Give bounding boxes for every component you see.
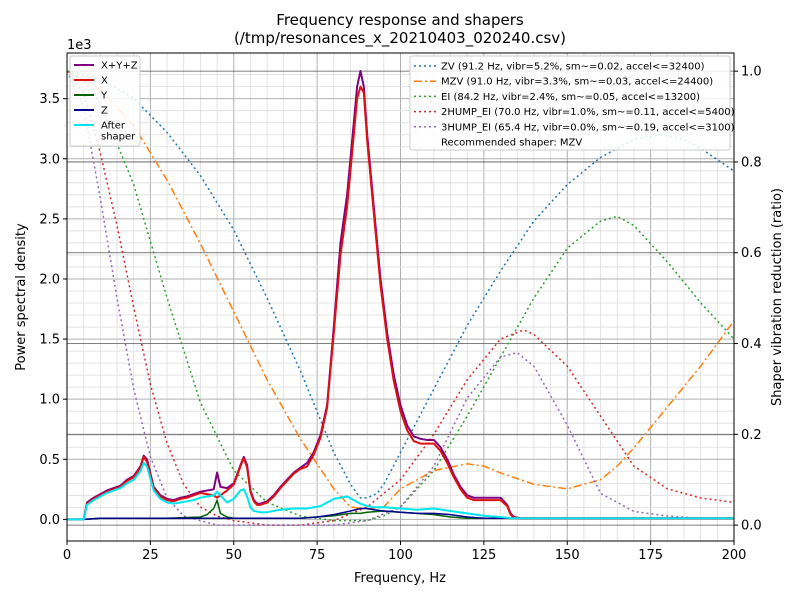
y-tick-label: 0.5 — [39, 453, 60, 468]
legend-label: Recommended shaper: MZV — [441, 138, 582, 149]
legend-label: 2HUMP_EI (70.0 Hz, vibr=1.0%, sm~=0.11, … — [441, 107, 735, 118]
legend-label: Z — [101, 106, 108, 117]
x-tick-label: 25 — [142, 548, 159, 563]
x-tick-label: 125 — [471, 548, 496, 563]
x-tick-label: 200 — [722, 548, 747, 563]
series-line-after-shaper — [67, 461, 734, 521]
y2-tick-label: 1.0 — [741, 65, 762, 80]
x-axis-label: Frequency, Hz — [354, 571, 446, 586]
series-line-mzv — [66, 70, 735, 510]
x-tick-label: 175 — [638, 548, 663, 563]
legend-label: shaper — [101, 132, 136, 143]
x-tick-label: 0 — [63, 548, 71, 563]
y-tick-label: 2.0 — [39, 272, 60, 287]
y-tick-label: 2.5 — [39, 212, 60, 227]
chart-subtitle: (/tmp/resonances_x_20210403_020240.csv) — [234, 29, 566, 48]
legend-label: X — [101, 76, 108, 87]
series-line-ei — [66, 70, 735, 522]
x-tick-label: 50 — [225, 548, 242, 563]
y-tick-label: 3.0 — [39, 152, 60, 167]
y-axis-label: Power spectral density — [14, 223, 29, 371]
y-axis-multiplier: 1e3 — [67, 38, 92, 53]
legend-label: 3HUMP_EI (65.4 Hz, vibr=0.0%, sm~=0.19, … — [441, 122, 735, 133]
legend-label: Y — [100, 91, 108, 102]
series-line-3hump-ei — [66, 70, 734, 526]
psd-curves — [67, 70, 734, 521]
legend-shapers-box — [409, 55, 731, 151]
legend-label: EI (84.2 Hz, vibr=2.4%, sm~=0.05, accel<… — [441, 92, 700, 103]
x-tick-label: 75 — [309, 548, 326, 563]
series-line-x — [67, 85, 734, 521]
y2-tick-label: 0.2 — [741, 428, 762, 443]
series-line-2hump-ei — [66, 70, 735, 526]
chart-title: Frequency response and shapers — [276, 11, 524, 29]
y2-tick-label: 0.6 — [741, 246, 762, 261]
y2-axis-label: Shaper vibration reduction (ratio) — [770, 188, 785, 406]
y-tick-label: 3.5 — [39, 92, 60, 107]
x-tick-label: 100 — [388, 548, 413, 563]
legend-label: X+Y+Z — [101, 61, 138, 72]
legend-label: MZV (91.0 Hz, vibr=3.3%, sm~=0.03, accel… — [441, 77, 713, 88]
y-axis-ticks: 0.0 0.5 1.0 1.5 2.0 2.5 3.0 3.5 — [39, 92, 67, 528]
y2-tick-label: 0.8 — [741, 155, 762, 170]
y-tick-label: 1.5 — [39, 333, 60, 348]
x-tick-label: 150 — [555, 548, 580, 563]
legend-psd-box — [69, 55, 141, 147]
x-axis-ticks: 0 25 50 75 100 125 150 175 200 — [63, 541, 747, 563]
legend-label: After — [101, 121, 126, 132]
series-line-z — [67, 507, 734, 521]
y2-tick-label: 0.4 — [741, 337, 762, 352]
legend-label: ZV (91.2 Hz, vibr=5.2%, sm~=0.02, accel<… — [441, 62, 705, 73]
y2-tick-label: 0.0 — [741, 519, 762, 534]
y-tick-label: 1.0 — [39, 393, 60, 408]
legend-shapers: ZV (91.2 Hz, vibr=5.2%, sm~=0.02, accel<… — [409, 55, 735, 151]
y2-axis-ticks: 0.0 0.2 0.4 0.6 0.8 1.0 — [734, 65, 762, 534]
y-tick-label: 0.0 — [39, 513, 60, 528]
